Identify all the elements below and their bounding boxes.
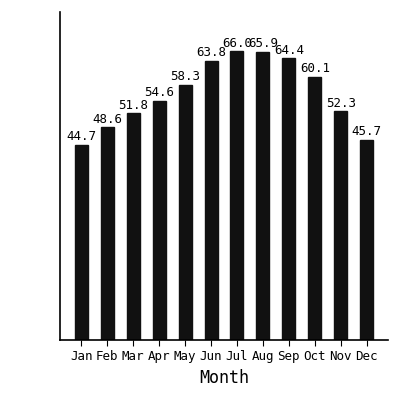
Text: 58.3: 58.3 [170, 70, 200, 83]
Bar [230, 51, 244, 340]
Text: 52.3: 52.3 [326, 96, 356, 110]
Bar [334, 111, 347, 340]
Text: 64.4: 64.4 [274, 44, 304, 57]
Text: 63.8: 63.8 [196, 46, 226, 59]
Text: 45.7: 45.7 [352, 125, 382, 138]
Text: 48.6: 48.6 [92, 113, 122, 126]
X-axis label: Month: Month [199, 369, 249, 387]
Text: 65.9: 65.9 [248, 37, 278, 50]
Bar [75, 144, 88, 340]
Bar [256, 52, 269, 340]
Bar [153, 101, 166, 340]
Bar [101, 128, 114, 340]
Bar [179, 85, 192, 340]
Bar [360, 140, 373, 340]
Bar [127, 114, 140, 340]
Bar [204, 61, 218, 340]
Text: 66.0: 66.0 [222, 37, 252, 50]
Text: 54.6: 54.6 [144, 86, 174, 100]
Text: 60.1: 60.1 [300, 62, 330, 76]
Text: 44.7: 44.7 [66, 130, 96, 143]
Bar [282, 58, 295, 340]
Bar [308, 77, 321, 340]
Text: 51.8: 51.8 [118, 99, 148, 112]
